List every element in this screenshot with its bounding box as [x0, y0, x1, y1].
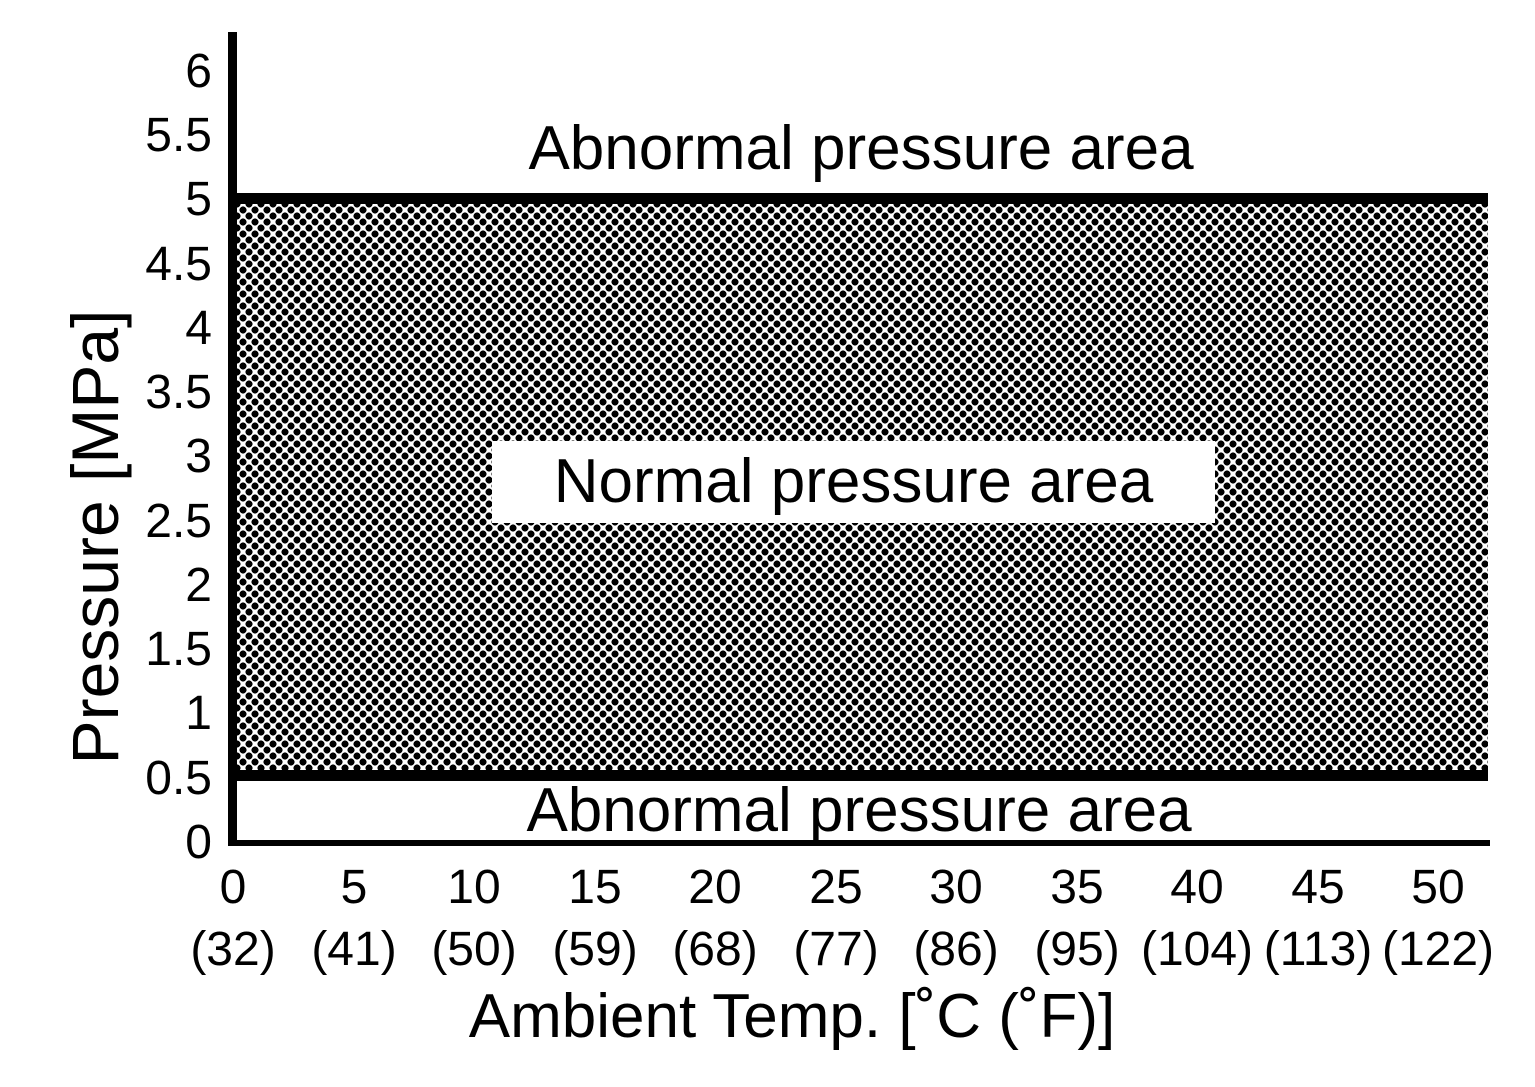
- x-tick-32f: (32): [190, 923, 276, 976]
- x-tick-122f: (122): [1381, 923, 1495, 976]
- y-axis-line: [228, 32, 237, 846]
- x-axis-title: Ambient Temp. [˚C (˚F)]: [468, 982, 1116, 1051]
- x-tick-68f: (68): [672, 923, 758, 976]
- normal-pressure-area-label-box: Normal pressure area: [492, 441, 1215, 523]
- y-tick-3: 3: [185, 430, 212, 483]
- normal-pressure-band: [237, 204, 1488, 770]
- y-tick-1: 1: [185, 687, 212, 740]
- x-tick-10c: 10: [447, 861, 501, 914]
- x-tick-41f: (41): [311, 923, 397, 976]
- y-tick-3p5: 3.5: [145, 366, 212, 419]
- y-tick-1p5: 1.5: [145, 623, 212, 676]
- x-tick-59f: (59): [552, 923, 638, 976]
- x-tick-104f: (104): [1140, 923, 1254, 976]
- y-tick-4: 4: [185, 302, 212, 355]
- y-tick-2p5: 2.5: [145, 495, 212, 548]
- upper-limit-line-5mpa: [228, 193, 1488, 204]
- y-tick-4p5: 4.5: [145, 238, 212, 291]
- x-tick-45c: 45: [1291, 861, 1345, 914]
- x-tick-95f: (95): [1034, 923, 1120, 976]
- y-tick-5p5: 5.5: [145, 109, 212, 162]
- x-tick-25c: 25: [809, 861, 863, 914]
- x-tick-15c: 15: [568, 861, 622, 914]
- lower-limit-line-0p5mpa: [228, 770, 1488, 781]
- abnormal-pressure-area-bottom-label: Abnormal pressure area: [526, 776, 1192, 845]
- x-tick-77f: (77): [793, 923, 879, 976]
- x-tick-35c: 35: [1050, 861, 1104, 914]
- x-axis-line: [228, 840, 1490, 846]
- x-tick-20c: 20: [688, 861, 742, 914]
- y-tick-2: 2: [185, 559, 212, 612]
- x-tick-86f: (86): [913, 923, 999, 976]
- x-tick-0c: 0: [219, 861, 247, 914]
- x-tick-113f: (113): [1263, 923, 1373, 976]
- y-tick-0: 0: [185, 816, 212, 869]
- y-tick-5: 5: [185, 173, 212, 226]
- x-tick-50f: (50): [431, 923, 517, 976]
- x-tick-40c: 40: [1170, 861, 1224, 914]
- normal-pressure-area-label: Normal pressure area: [553, 447, 1154, 516]
- x-tick-5c: 5: [340, 861, 368, 914]
- y-tick-6: 6: [185, 45, 212, 98]
- y-axis-title: Pressure [MPa]: [58, 309, 132, 765]
- y-tick-0p5: 0.5: [145, 752, 212, 805]
- x-tick-50c: 50: [1411, 861, 1465, 914]
- abnormal-pressure-area-top-label: Abnormal pressure area: [528, 114, 1194, 183]
- x-tick-30c: 30: [929, 861, 983, 914]
